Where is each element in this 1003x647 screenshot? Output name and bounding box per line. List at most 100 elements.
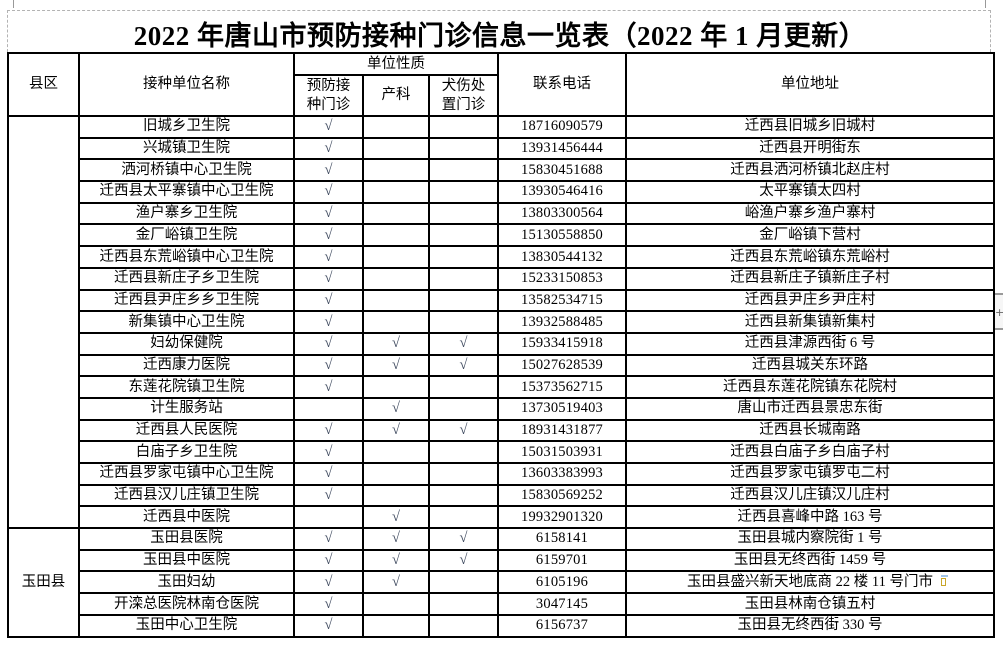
check-dogbite-cell [428, 223, 499, 248]
check-obstetrics-cell [362, 462, 430, 486]
check-obstetrics-cell [362, 440, 430, 464]
check-obstetrics-cell [362, 201, 430, 226]
text-boundary-top [7, 10, 991, 11]
check-obstetrics-cell: √ [362, 570, 430, 595]
check-vaccination-cell: √ [293, 266, 364, 291]
phone-cell: 15031503931 [497, 440, 627, 464]
check-dogbite-cell: √ [428, 331, 499, 356]
address-cell: 玉田县无终西街 330 号 [625, 613, 995, 638]
unit-name-cell: 渔户寨乡卫生院 [78, 201, 295, 226]
phone-cell: 6156737 [497, 613, 627, 638]
check-obstetrics-cell [362, 288, 430, 313]
unit-name-cell: 玉田中心卫生院 [78, 613, 295, 638]
table-body: 旧城乡卫生院 √ 18716090579 迁西县旧城乡旧城村 兴城镇卫生院 √ 139314… [7, 114, 995, 638]
text-cursor-marker [941, 575, 948, 586]
phone-cell: 13932588485 [497, 310, 627, 334]
table-row: 渔户寨乡卫生院 √ 13803300564 峪渔户寨乡渔户寨村 [8, 201, 995, 226]
check-dogbite-cell [428, 570, 499, 595]
check-dogbite-cell [428, 440, 499, 464]
phone-cell: 6105196 [497, 570, 627, 595]
check-obstetrics-cell [362, 180, 430, 204]
check-dogbite-cell [428, 462, 499, 486]
table-row: 新集镇中心卫生院 √ 13932588485 迁西县新集镇新集村 [8, 310, 995, 334]
check-obstetrics-cell [362, 266, 430, 291]
check-vaccination-cell: √ [293, 527, 364, 551]
check-dogbite-cell [428, 115, 499, 139]
check-dogbite-cell: √ [428, 527, 499, 551]
table-row: 迁西县中医院 √ 19932901320 迁西县喜峰中路 163 号 [8, 505, 995, 530]
scrollbar-thumb[interactable]: + [995, 293, 1003, 330]
check-vaccination-cell: √ [293, 440, 364, 464]
check-dogbite-cell [428, 180, 499, 204]
check-vaccination-cell: √ [293, 570, 364, 595]
check-dogbite-cell [428, 136, 499, 161]
address-cell: 玉田县林南仓镇五村 [625, 592, 995, 616]
page-title: 2022 年唐山市预防接种门诊信息一览表（2022 年 1 月更新） [133, 21, 867, 51]
header-row-sub: 预防接 种门诊 产科 犬伤处 置门诊 [8, 74, 994, 117]
check-vaccination-cell: √ [293, 245, 364, 269]
unit-name-cell: 妇幼保健院 [78, 331, 295, 356]
phone-cell: 19932901320 [497, 505, 627, 530]
check-vaccination-cell: √ [293, 288, 364, 313]
table-row: 旧城乡卫生院 √ 18716090579 迁西县旧城乡旧城村 [7, 114, 995, 530]
check-obstetrics-cell [362, 245, 430, 269]
table-row: 计生服务站 √ 13730519403 唐山市迁西县景忠东街 [8, 396, 995, 421]
unit-name-cell: 迁西县罗家屯镇中心卫生院 [78, 462, 295, 486]
address-cell: 唐山市迁西县景忠东街 [625, 396, 995, 421]
phone-cell: 13603383993 [497, 462, 627, 486]
header-phone: 联系电话 [497, 52, 627, 117]
address-cell: 迁西县汉儿庄镇汉儿庄村 [625, 483, 995, 508]
address-cell: 迁西县旧城乡旧城村 [625, 115, 995, 139]
phone-cell: 13803300564 [497, 201, 627, 226]
check-obstetrics-cell [362, 136, 430, 161]
header-obstetrics: 产科 [362, 74, 430, 117]
check-vaccination-cell: √ [293, 592, 364, 616]
phone-cell: 15027628539 [497, 353, 627, 378]
phone-cell: 13930546416 [497, 180, 627, 204]
check-obstetrics-cell: √ [362, 527, 430, 551]
unit-name-cell: 玉田县中医院 [78, 548, 295, 573]
address-cell: 迁西县白庙子乡白庙子村 [625, 440, 995, 464]
phone-cell: 6159701 [497, 548, 627, 573]
unit-name-cell: 迁西县中医院 [78, 505, 295, 530]
table-row: 玉田县中医院 √ √ √ 6159701 玉田县无终西街 1459 号 [8, 548, 995, 573]
phone-cell: 6158141 [497, 527, 627, 551]
check-vaccination-cell: √ [293, 375, 364, 399]
table-row: 兴城镇卫生院 √ 13931456444 迁西县开明街东 [8, 136, 995, 161]
address-cell: 迁西县新集镇新集村 [625, 310, 995, 334]
address-cell: 金厂峪镇下营村 [625, 223, 995, 248]
table-row: 洒河桥镇中心卫生院 √ 15830451688 迁西县洒河桥镇北赵庄村 [8, 158, 995, 183]
check-obstetrics-cell [362, 158, 430, 183]
check-vaccination-cell: √ [293, 136, 364, 161]
phone-cell: 13830544132 [497, 245, 627, 269]
address-cell: 迁西县喜峰中路 163 号 [625, 505, 995, 530]
unit-name-cell: 迁西县汉儿庄镇卫生院 [78, 483, 295, 508]
check-obstetrics-cell [362, 613, 430, 638]
address-cell: 迁西县城关东环路 [625, 353, 995, 378]
header-unit-nature: 单位性质 [293, 52, 499, 76]
phone-cell: 15933415918 [497, 331, 627, 356]
address-cell: 迁西县东荒峪镇东荒峪村 [625, 245, 995, 269]
address-cell: 迁西县津源西街 6 号 [625, 331, 995, 356]
phone-cell: 13931456444 [497, 136, 627, 161]
table-row: 金厂峪镇卫生院 √ 15130558850 金厂峪镇下营村 [8, 223, 995, 248]
table-row: 迁西县东荒峪镇中心卫生院 √ 13830544132 迁西县东荒峪镇东荒峪村 [8, 245, 995, 269]
check-obstetrics-cell [362, 375, 430, 399]
address-cell: 迁西县洒河桥镇北赵庄村 [625, 158, 995, 183]
check-obstetrics-cell: √ [362, 331, 430, 356]
table-row: 迁西县尹庄乡乡卫生院 √ 13582534715 迁西县尹庄乡尹庄村 [8, 288, 995, 313]
margin-tick-left [13, 0, 14, 8]
check-vaccination-cell: √ [293, 223, 364, 248]
check-dogbite-cell: √ [428, 548, 499, 573]
phone-cell: 15233150853 [497, 266, 627, 291]
table-row: 玉田妇幼 √ √ 6105196 玉田县盛兴新天地底商 22 楼 11 号门市 [8, 570, 995, 595]
address-cell: 玉田县城内察院街 1 号 [625, 527, 995, 551]
check-vaccination-cell [293, 396, 364, 421]
unit-name-cell: 玉田妇幼 [78, 570, 295, 595]
header-county: 县区 [7, 52, 80, 117]
header-dog-bite-clinic: 犬伤处 置门诊 [428, 74, 499, 117]
header-vaccination-clinic: 预防接 种门诊 [293, 74, 364, 117]
unit-name-cell: 开滦总医院林南仓医院 [78, 592, 295, 616]
check-obstetrics-cell [362, 310, 430, 334]
check-dogbite-cell [428, 288, 499, 313]
